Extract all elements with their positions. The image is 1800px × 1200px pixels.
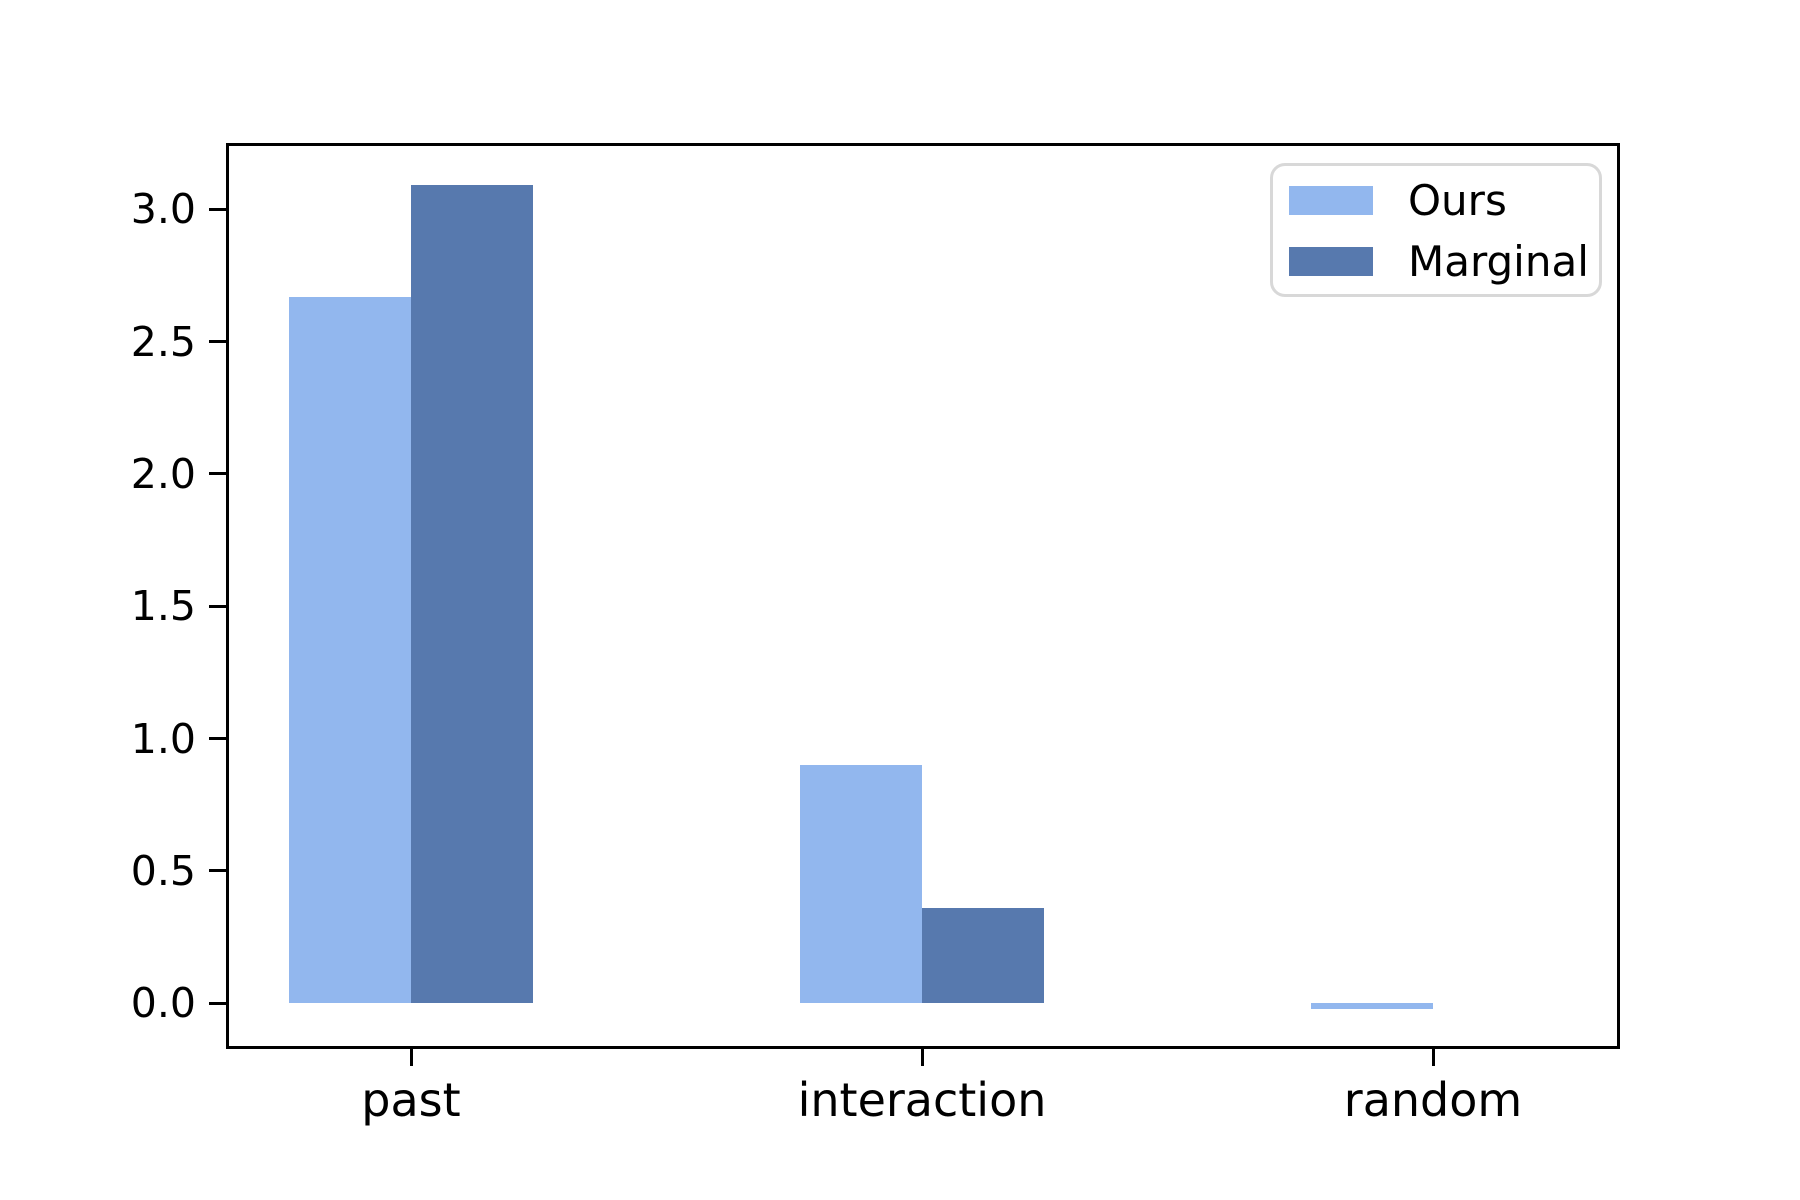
bar-ours-random — [1311, 1003, 1433, 1009]
y-tick-label-1.5: 1.5 — [130, 582, 196, 631]
y-tick-label-2.5: 2.5 — [130, 317, 196, 366]
y-tick-mark-3.0 — [209, 207, 226, 211]
x-tick-mark-interaction — [920, 1049, 924, 1066]
x-tick-label-random: random — [1343, 1073, 1523, 1127]
bar-ours-interaction — [800, 765, 922, 1004]
x-tick-label-past: past — [361, 1073, 461, 1127]
y-tick-mark-0.0 — [209, 1001, 226, 1005]
y-tick-mark-0.5 — [209, 869, 226, 873]
bar-marginal-past — [411, 185, 533, 1004]
y-tick-label-2.0: 2.0 — [130, 449, 196, 498]
bar-ours-past — [289, 296, 411, 1004]
x-tick-mark-random — [1431, 1049, 1435, 1066]
y-tick-mark-1.5 — [209, 604, 226, 608]
x-tick-mark-past — [409, 1049, 413, 1066]
legend-label-ours: Ours — [1408, 176, 1507, 225]
y-tick-label-3.0: 3.0 — [130, 185, 196, 234]
legend-swatch-marginal — [1289, 247, 1373, 276]
x-tick-label-interaction: interaction — [797, 1073, 1047, 1127]
y-tick-label-0.5: 0.5 — [130, 846, 196, 895]
y-tick-mark-2.0 — [209, 472, 226, 476]
legend-label-marginal: Marginal — [1408, 237, 1589, 286]
y-tick-label-1.0: 1.0 — [130, 714, 196, 763]
legend-swatch-ours — [1289, 186, 1373, 215]
y-tick-mark-1.0 — [209, 737, 226, 741]
legend: Ours Marginal — [1270, 163, 1602, 297]
y-tick-label-0.0: 0.0 — [130, 979, 196, 1028]
bar-marginal-interaction — [922, 908, 1044, 1004]
y-tick-mark-2.5 — [209, 340, 226, 344]
